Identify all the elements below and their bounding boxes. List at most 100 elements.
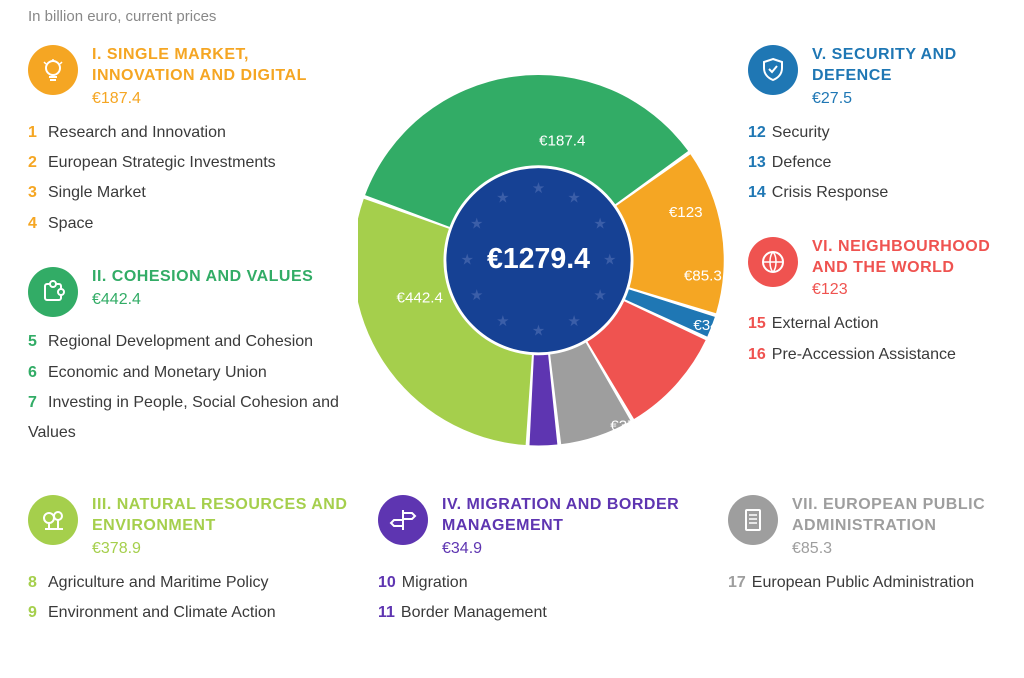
section-value: €85.3 <box>792 540 996 558</box>
doc-icon <box>728 495 778 545</box>
item-number: 6 <box>28 358 42 388</box>
item-number: 5 <box>28 327 42 357</box>
item-number: 10 <box>378 568 396 598</box>
item-text: Economic and Monetary Union <box>48 364 267 381</box>
slice-label-s5: €27.5 <box>671 115 709 132</box>
bulb-icon <box>28 45 78 95</box>
donut-chart: ★★★★★★★★★★★★€1279.4€442.4€187.4€27.5€123… <box>358 45 738 485</box>
section-s1: I. SINGLE MARKET, INNOVATION AND DIGITAL… <box>28 45 348 239</box>
item-number: 13 <box>748 148 766 178</box>
section-items: 5Regional Development and Cohesion6 Econo… <box>28 327 348 449</box>
item-text: Pre-Accession Assistance <box>772 346 956 363</box>
star-icon: ★ <box>593 287 607 304</box>
section-items: 1 Research and Innovation 2 European Strate… <box>28 118 348 240</box>
section-item: 7Investing in People, Social Cohesion an… <box>28 388 348 449</box>
section-items: 8Agriculture and Maritime Policy9 Environ… <box>28 568 348 629</box>
item-text: Border Management <box>401 604 547 621</box>
section-title: I. SINGLE MARKET, INNOVATION AND DIGITAL <box>92 45 348 87</box>
section-item: 17 European Public Administration <box>728 568 996 598</box>
slice-label-s1: €187.4 <box>539 133 585 150</box>
section-item: 4Space <box>28 209 348 239</box>
star-icon: ★ <box>496 190 510 207</box>
item-text: European Public Administration <box>752 574 974 591</box>
item-number: 11 <box>378 598 395 628</box>
section-s2: II. COHESION AND VALUES €442.4 5Regional D… <box>28 267 348 449</box>
left-column: I. SINGLE MARKET, INNOVATION AND DIGITAL… <box>28 45 348 485</box>
section-item: 16 Pre-Accession Assistance <box>748 340 996 370</box>
item-number: 1 <box>28 118 42 148</box>
item-number: 9 <box>28 598 42 628</box>
item-number: 3 <box>28 178 42 208</box>
right-column: V. SECURITY AND DEFENCE€27.512Security13… <box>748 45 996 485</box>
sign-icon <box>378 495 428 545</box>
section-item: 14 Crisis Response <box>748 178 996 208</box>
section-item: 5Regional Development and Cohesion <box>28 327 348 357</box>
slice-label-s3: €378.9 <box>610 418 656 435</box>
section-value: €442.4 <box>92 291 313 309</box>
chart-subtitle: In billion euro, current prices <box>28 8 996 25</box>
shield-icon <box>748 45 798 95</box>
item-text: Single Market <box>48 184 146 201</box>
section-item: 3 Single Market <box>28 178 348 208</box>
star-icon: ★ <box>470 216 484 233</box>
section-s5: V. SECURITY AND DEFENCE€27.512Security13… <box>748 45 996 209</box>
section-value: €378.9 <box>92 540 348 558</box>
item-text: Crisis Response <box>772 184 888 201</box>
main-grid: I. SINGLE MARKET, INNOVATION AND DIGITAL… <box>28 45 996 485</box>
item-number: 4 <box>28 209 42 239</box>
section-title: VI. NEIGHBOURHOOD AND THE WORLD <box>812 237 996 279</box>
item-number: 8 <box>28 568 42 598</box>
item-text: European Strategic Investments <box>48 154 276 171</box>
item-number: 7 <box>28 388 42 418</box>
section-items: 15External Action16 Pre-Accession Assista… <box>748 309 996 370</box>
section-item: 6 Economic and Monetary Union <box>28 358 348 388</box>
star-icon: ★ <box>496 313 510 330</box>
item-text: Investing in People, Social Cohesion and… <box>28 394 339 441</box>
section-value: €187.4 <box>92 90 348 108</box>
section-title: III. NATURAL RESOURCES AND ENVIRONMENT <box>92 495 348 537</box>
section-title: IV. MIGRATION AND BORDER MANAGEMENT <box>442 495 698 537</box>
section-value: €27.5 <box>812 90 996 108</box>
section-s4: IV. MIGRATION AND BORDER MANAGEMENT €34.9… <box>378 495 698 628</box>
section-items: 17 European Public Administration <box>728 568 996 598</box>
section-item: 1 Research and Innovation <box>28 118 348 148</box>
section-item: 12 Security <box>748 118 996 148</box>
globe-icon <box>748 237 798 287</box>
star-icon: ★ <box>532 180 546 197</box>
section-title: II. COHESION AND VALUES <box>92 267 313 288</box>
item-number: 14 <box>748 178 766 208</box>
donut-svg: ★★★★★★★★★★★★€1279.4€442.4€187.4€27.5€123… <box>358 45 738 485</box>
item-text: Security <box>772 124 830 141</box>
section-item: 15External Action <box>748 309 996 339</box>
star-icon: ★ <box>470 287 484 304</box>
item-number: 12 <box>748 118 766 148</box>
section-item: 11 Border Management <box>378 598 698 628</box>
section-item: 9 Environment and Climate Action <box>28 598 348 628</box>
slice-label-s2: €442.4 <box>397 289 443 306</box>
item-text: Migration <box>402 574 468 591</box>
item-number: 17 <box>728 568 746 598</box>
item-number: 16 <box>748 340 766 370</box>
tree-icon <box>28 495 78 545</box>
item-text: Research and Innovation <box>48 124 226 141</box>
item-text: Environment and Climate Action <box>48 604 276 621</box>
puzzle-icon <box>28 267 78 317</box>
item-text: External Action <box>772 315 879 332</box>
slice-label-s6: €123 <box>669 204 703 221</box>
section-item: 13 Defence <box>748 148 996 178</box>
chart-total: €1279.4 <box>487 243 590 275</box>
star-icon: ★ <box>567 313 581 330</box>
section-s6: VI. NEIGHBOURHOOD AND THE WORLD€12315Ext… <box>748 237 996 370</box>
slice-label-s4: €34.9 <box>693 317 731 334</box>
section-s3: III. NATURAL RESOURCES AND ENVIRONMENT €3… <box>28 495 348 628</box>
section-item: 10 Migration <box>378 568 698 598</box>
item-number: 2 <box>28 148 42 178</box>
section-item: 8Agriculture and Maritime Policy <box>28 568 348 598</box>
section-item: 2 European Strategic Investments <box>28 148 348 178</box>
section-value: €34.9 <box>442 540 698 558</box>
item-text: Defence <box>772 154 832 171</box>
section-items: 10 Migration 11 Border Management <box>378 568 698 629</box>
bottom-row: III. NATURAL RESOURCES AND ENVIRONMENT €3… <box>28 495 996 656</box>
section-items: 12 Security 13 Defence 14 Crisis Response <box>748 118 996 209</box>
section-s7: VII. EUROPEAN PUBLIC ADMINISTRATION€85.3… <box>728 495 996 628</box>
